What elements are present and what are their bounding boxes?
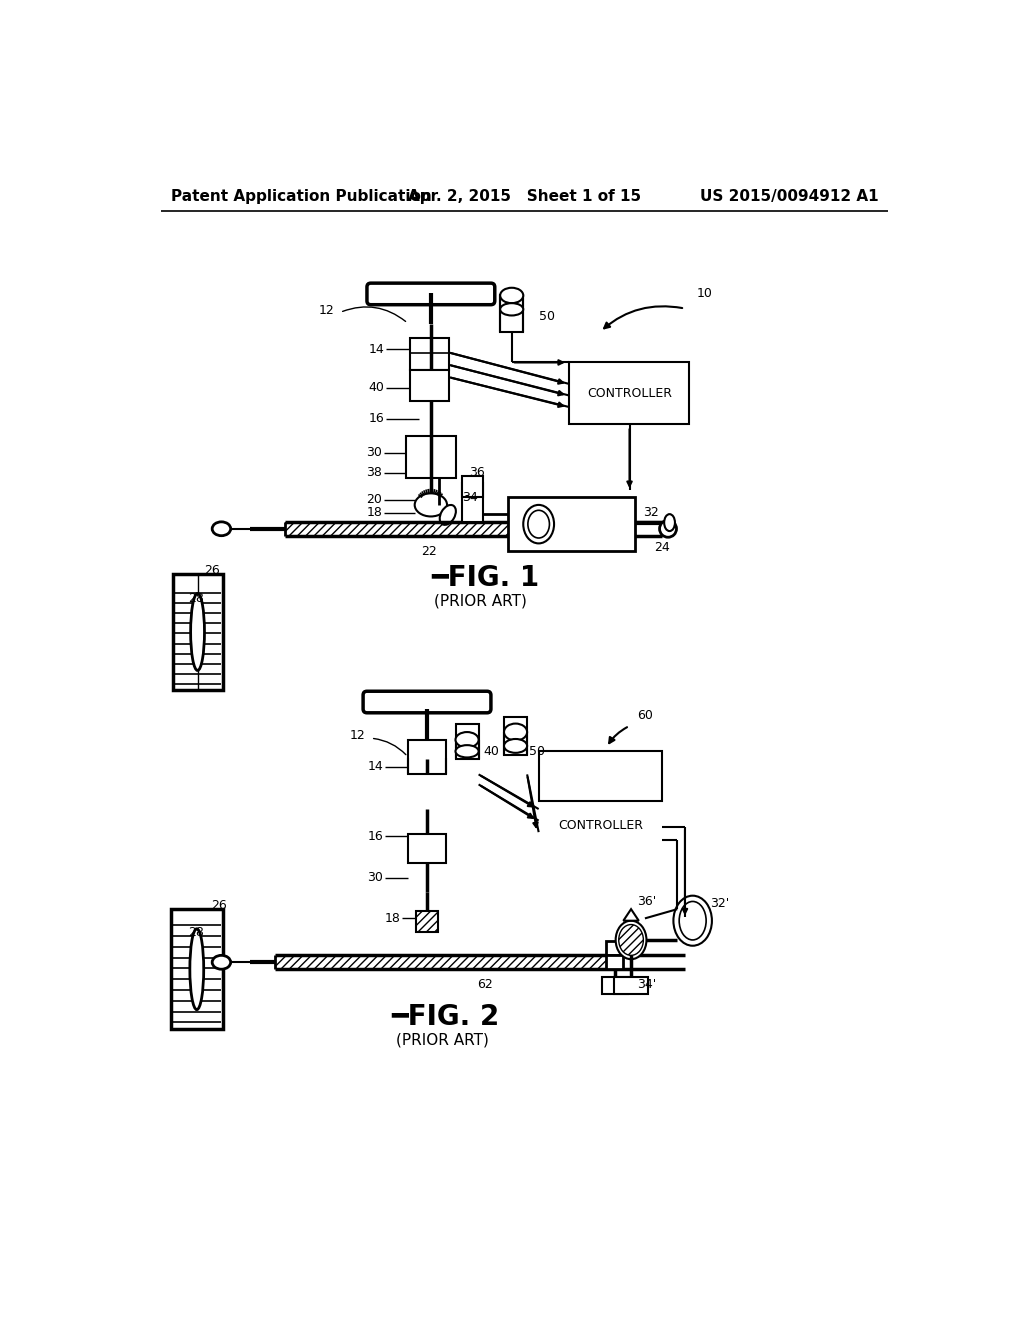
Bar — [275, 956, 606, 969]
Bar — [407, 436, 457, 478]
Text: 26: 26 — [211, 899, 227, 912]
Text: 14: 14 — [368, 760, 383, 774]
Text: 12: 12 — [318, 305, 335, 317]
Ellipse shape — [456, 733, 478, 747]
Ellipse shape — [504, 739, 527, 752]
Ellipse shape — [615, 921, 646, 960]
Text: ━FIG. 2: ━FIG. 2 — [391, 1003, 499, 1031]
Ellipse shape — [500, 288, 523, 304]
Text: 50: 50 — [539, 310, 555, 323]
Text: 22: 22 — [422, 545, 437, 557]
Text: 62: 62 — [477, 978, 493, 991]
Ellipse shape — [415, 494, 447, 516]
Text: 32: 32 — [643, 506, 658, 519]
Bar — [285, 521, 585, 536]
Text: 16: 16 — [369, 412, 385, 425]
Text: 32': 32' — [710, 898, 729, 911]
Text: 26: 26 — [204, 564, 219, 577]
Bar — [500, 294, 523, 331]
Bar — [456, 725, 478, 759]
Polygon shape — [624, 909, 639, 921]
Text: 36': 36' — [637, 895, 656, 908]
Ellipse shape — [212, 521, 230, 536]
Bar — [416, 911, 438, 932]
Text: 10: 10 — [696, 286, 713, 300]
Ellipse shape — [618, 924, 643, 956]
Ellipse shape — [500, 304, 523, 315]
Text: 60: 60 — [637, 709, 653, 722]
Text: 28: 28 — [188, 593, 204, 606]
Bar — [602, 977, 628, 994]
Ellipse shape — [523, 506, 554, 544]
Text: 34: 34 — [462, 491, 477, 504]
Text: 30: 30 — [368, 871, 383, 884]
Text: 20: 20 — [367, 492, 382, 506]
Text: 24: 24 — [654, 541, 670, 554]
Bar — [410, 370, 449, 401]
Text: 40: 40 — [369, 381, 385, 395]
Bar — [171, 909, 223, 1028]
Text: 30: 30 — [367, 446, 382, 459]
Text: 28: 28 — [188, 925, 204, 939]
Text: 34': 34' — [637, 978, 656, 991]
Text: 40: 40 — [483, 744, 499, 758]
Ellipse shape — [212, 956, 230, 969]
Text: US 2015/0094912 A1: US 2015/0094912 A1 — [700, 189, 879, 205]
Ellipse shape — [528, 511, 550, 539]
Text: 16: 16 — [368, 829, 383, 842]
Ellipse shape — [659, 520, 677, 537]
Text: 14: 14 — [369, 343, 385, 356]
FancyBboxPatch shape — [367, 284, 495, 305]
Text: 18: 18 — [384, 912, 400, 925]
Bar — [539, 751, 662, 801]
Bar — [462, 483, 483, 521]
Bar — [606, 941, 624, 956]
Bar — [410, 338, 449, 370]
Text: (PRIOR ART): (PRIOR ART) — [434, 594, 527, 609]
Text: 18: 18 — [367, 506, 382, 519]
Bar — [173, 574, 223, 689]
Ellipse shape — [504, 723, 527, 741]
Bar — [504, 717, 527, 755]
Text: 38: 38 — [367, 466, 382, 479]
Text: Patent Application Publication: Patent Application Publication — [171, 189, 431, 205]
Text: 36: 36 — [469, 466, 485, 479]
Text: CONTROLLER: CONTROLLER — [587, 387, 672, 400]
Ellipse shape — [190, 594, 205, 671]
Text: 12: 12 — [349, 730, 366, 742]
FancyBboxPatch shape — [364, 692, 490, 713]
Ellipse shape — [456, 744, 478, 758]
Bar — [614, 977, 648, 994]
Bar — [606, 956, 624, 969]
Ellipse shape — [439, 506, 456, 525]
Ellipse shape — [679, 902, 707, 940]
Bar — [569, 363, 689, 424]
Text: 50: 50 — [529, 744, 546, 758]
Ellipse shape — [665, 515, 675, 531]
Ellipse shape — [189, 929, 204, 1010]
Text: CONTROLLER: CONTROLLER — [558, 820, 643, 833]
Bar — [408, 834, 446, 863]
Bar — [408, 739, 446, 775]
Bar — [462, 475, 483, 498]
Text: Apr. 2, 2015   Sheet 1 of 15: Apr. 2, 2015 Sheet 1 of 15 — [409, 189, 641, 205]
Ellipse shape — [674, 896, 712, 945]
Bar — [508, 498, 635, 552]
Text: ━FIG. 1: ━FIG. 1 — [431, 564, 539, 593]
Text: (PRIOR ART): (PRIOR ART) — [396, 1032, 488, 1048]
